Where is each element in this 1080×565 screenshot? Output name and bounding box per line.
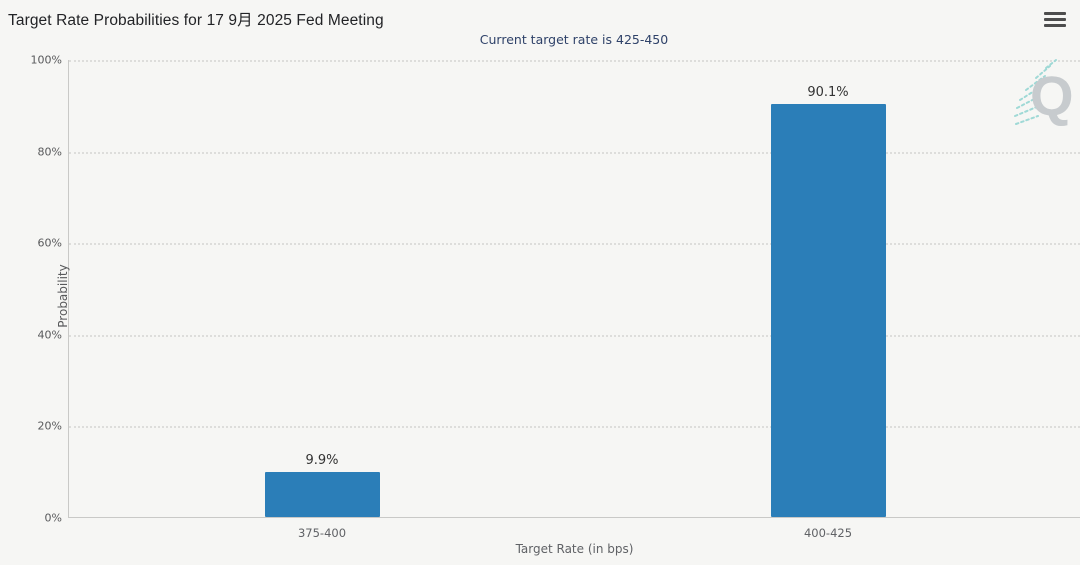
- hamburger-icon: [1044, 11, 1066, 15]
- y-tick-label: 40%: [37, 328, 62, 342]
- bar-value-label: 9.9%: [305, 452, 339, 468]
- bar-400-425[interactable]: [770, 104, 886, 517]
- bar-value-label: 90.1%: [807, 85, 849, 101]
- y-tick-label: 80%: [37, 145, 62, 159]
- bar-375-400[interactable]: [264, 471, 380, 517]
- y-tick-label: 0%: [44, 511, 62, 525]
- gridline: [69, 151, 1080, 154]
- y-tick-label: 20%: [37, 419, 62, 433]
- y-tick-label: 100%: [30, 53, 62, 67]
- y-tick-label: 60%: [37, 236, 62, 250]
- hamburger-icon: [1044, 23, 1066, 27]
- gridline: [69, 426, 1080, 429]
- gridline: [69, 334, 1080, 337]
- x-axis-title: Target Rate (in bps): [515, 542, 634, 556]
- gridline: [69, 60, 1080, 62]
- chart-subtitle: Current target rate is 425-450: [479, 32, 669, 47]
- chart-context-menu-button[interactable]: [1044, 9, 1068, 29]
- plot-area: Probability Target Rate (in bps) 0% 20% 40…: [31, 54, 1080, 556]
- chart-title: Target Rate Probabilities for 17 9月 2025…: [8, 12, 384, 29]
- x-tick-label: 375-400: [297, 526, 347, 540]
- gridline: [69, 243, 1080, 246]
- x-tick-label: 400-425: [803, 526, 853, 540]
- hamburger-icon: [1044, 17, 1066, 21]
